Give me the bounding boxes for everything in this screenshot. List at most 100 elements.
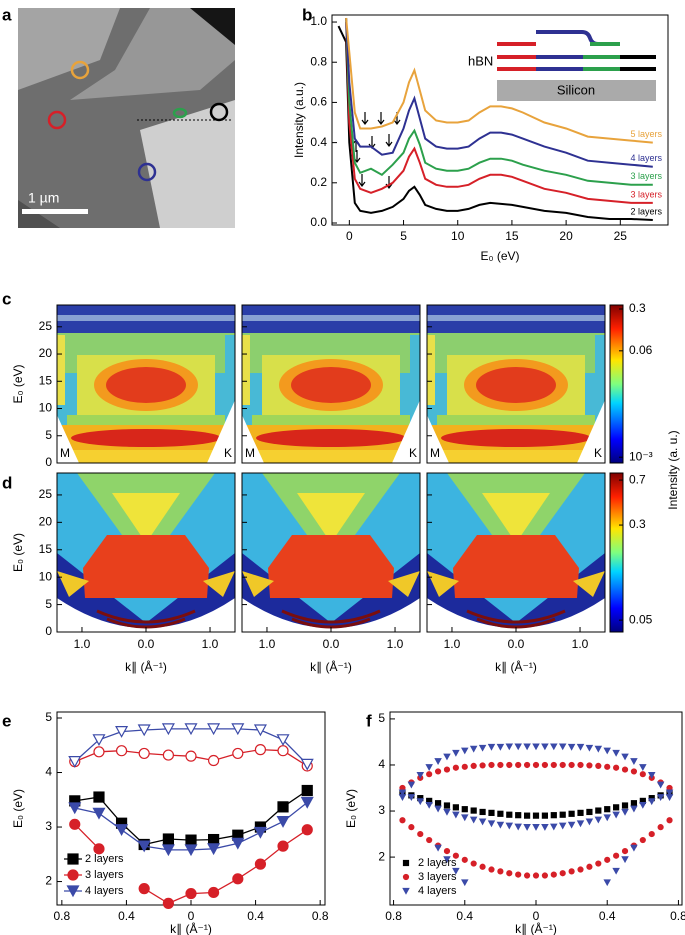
line <box>345 17 653 144</box>
legend-label: 2 layers <box>85 853 124 865</box>
y-tick-label: 15 <box>39 373 53 387</box>
corner-label: K <box>409 446 417 460</box>
marker <box>595 807 602 814</box>
y-tick-label: 0 <box>45 455 52 469</box>
marker <box>586 808 593 816</box>
marker <box>595 762 602 769</box>
marker <box>656 794 665 801</box>
panel-label: c <box>2 289 11 308</box>
marker <box>231 837 245 850</box>
marker <box>559 811 566 818</box>
series-label: 4 layers <box>630 153 662 163</box>
marker <box>461 747 469 755</box>
marker <box>452 804 459 811</box>
marker <box>407 781 416 789</box>
marker <box>68 756 82 768</box>
marker <box>443 802 451 809</box>
marker <box>137 724 151 737</box>
y-tick-label: 25 <box>39 487 53 501</box>
x-axis-label: k∥ (Å⁻¹) <box>170 921 212 935</box>
marker <box>469 816 478 824</box>
marker <box>506 761 513 769</box>
legend-label: 3 layers <box>85 869 124 881</box>
marker <box>276 734 290 747</box>
marker <box>621 766 629 773</box>
marker <box>630 800 638 807</box>
marker <box>550 823 558 831</box>
panel-label: a <box>2 5 12 24</box>
marker <box>550 812 557 819</box>
colorbar-tick-label: 0.05 <box>629 612 653 626</box>
x-tick-label: 15 <box>505 229 519 243</box>
marker <box>603 879 611 887</box>
marker <box>550 743 558 751</box>
y-axis-label: E₀ (eV) <box>11 365 25 404</box>
marker <box>138 747 150 760</box>
marker <box>185 887 197 900</box>
marker <box>594 745 603 753</box>
marker <box>558 822 567 830</box>
x-tick-label: 0 <box>188 909 195 923</box>
marker <box>488 761 495 769</box>
marker <box>92 734 106 747</box>
marker <box>461 814 469 822</box>
marker <box>434 768 442 775</box>
marker <box>647 772 656 779</box>
colorbar-label: Intensity (a. u.) <box>666 430 680 509</box>
marker <box>434 844 442 852</box>
marker <box>208 754 220 767</box>
line <box>345 17 653 186</box>
colorbar-tick-label: 10⁻³ <box>629 449 653 463</box>
marker <box>613 804 620 811</box>
micrograph: 1 µm <box>18 8 235 228</box>
marker <box>541 824 549 831</box>
marker <box>630 805 638 813</box>
corner-label: M <box>60 446 70 460</box>
layer-schematic <box>497 30 656 101</box>
marker <box>452 852 459 859</box>
marker <box>532 824 540 831</box>
x-axis-label: E₀ (eV) <box>481 249 520 263</box>
x-tick-label: 0.8 <box>385 909 402 923</box>
colorbar-tick-label: 0.3 <box>629 301 646 315</box>
y-tick-label: 20 <box>39 346 53 360</box>
marker <box>523 743 531 751</box>
marker <box>647 798 656 806</box>
marker <box>541 872 549 879</box>
marker <box>479 762 486 769</box>
y-tick-label: 15 <box>39 542 53 556</box>
marker <box>207 843 221 856</box>
marker <box>497 761 504 769</box>
y-tick-label: 0.0 <box>310 215 327 229</box>
marker <box>613 764 620 771</box>
x-tick-label: 0.4 <box>247 909 264 923</box>
legend-label: 2 layers <box>418 857 457 869</box>
y-axis-label: E₀ (eV) <box>11 789 25 828</box>
x-tick-label: 0.4 <box>599 909 616 923</box>
marker <box>253 724 267 737</box>
marker <box>425 764 433 772</box>
inset-substrate: Silicon <box>557 82 595 97</box>
marker <box>115 745 128 757</box>
y-tick-label: 5 <box>45 597 52 611</box>
marker <box>496 821 505 829</box>
x-tick-label: 0.4 <box>456 909 473 923</box>
y-tick-label: 1.0 <box>310 14 327 28</box>
x-tick-label: 5 <box>400 229 407 243</box>
marker <box>541 743 549 751</box>
marker <box>603 814 611 822</box>
y-tick-label: 4 <box>45 765 52 779</box>
marker <box>532 872 540 879</box>
marker <box>621 802 629 809</box>
marker <box>514 823 522 831</box>
marker <box>232 873 244 885</box>
marker <box>461 856 468 863</box>
marker <box>461 879 469 887</box>
marker <box>657 824 664 831</box>
marker <box>568 810 575 817</box>
x-tick-label: 0 <box>346 229 353 243</box>
marker <box>604 763 611 770</box>
x-axis-label: k∥ (Å⁻¹) <box>310 659 352 674</box>
marker <box>506 811 513 818</box>
